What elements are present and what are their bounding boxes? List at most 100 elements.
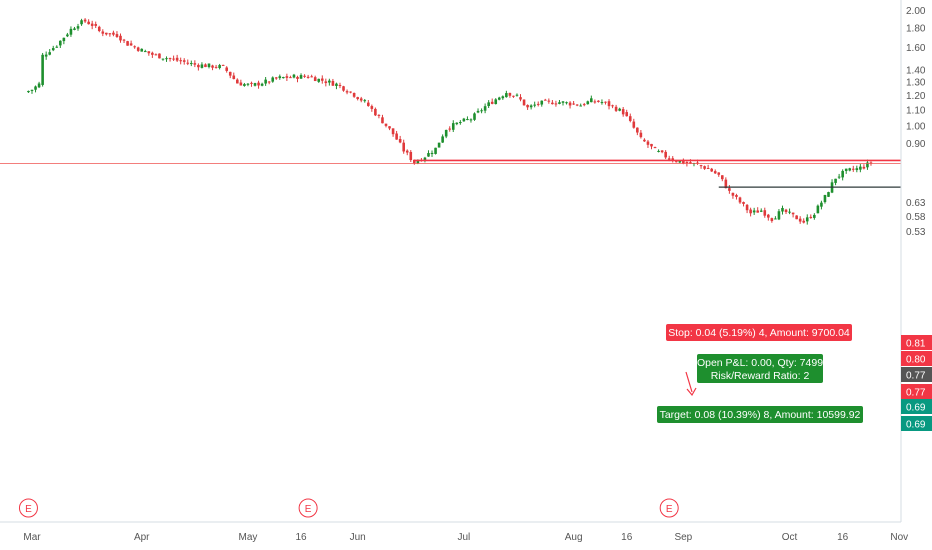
candle-body [618,108,621,111]
candle-body [228,71,232,76]
candle-body [490,101,494,104]
candle-body [597,100,600,102]
candle-body [674,161,678,163]
time-axis[interactable]: Mar Apr May 16 Jun Jul Aug 16 Sep Oct 16 Nov [23,532,908,543]
candle-body [211,65,214,68]
candle-body [600,102,604,104]
candle-body [749,209,752,214]
candle-body [682,159,685,164]
candle-body [221,64,225,66]
candle-body [611,105,614,107]
candle-body [575,104,579,106]
candle-body [791,212,795,215]
candle-body [27,90,30,93]
candle-body [802,220,806,223]
candle-body [317,78,321,82]
candle-body [713,171,717,174]
earnings-marker[interactable]: E [298,498,318,518]
candle-body [338,84,342,86]
candle-body [745,204,749,211]
candle-body [721,175,724,180]
candle-body [703,166,706,169]
price-tag-text: 0.81 [906,339,926,350]
candle-body [643,139,646,142]
candle-body [413,159,416,164]
candle-body [568,102,572,106]
candle-body [388,126,391,129]
candle-body [483,106,487,111]
candle-body [427,153,430,157]
candle-body [834,178,837,183]
candle-body [551,102,554,105]
candle-body [282,77,285,79]
candle-body [444,129,448,137]
rr-text: Risk/Reward Ratio: 2 [711,370,810,382]
candle-body [540,100,544,105]
candle-body [848,168,852,171]
candle-body [51,48,55,51]
candle-body [398,138,402,143]
candle-body [299,75,303,79]
stop-label[interactable]: Stop: 0.04 (5.19%) 4, Amount: 9700.04 [666,324,852,341]
candle-body [331,80,335,86]
earnings-marker[interactable]: E [18,498,38,518]
candle-body [384,123,388,126]
candle-body [405,150,409,153]
candle-body [667,158,671,160]
candle-body [614,106,618,111]
candle-body [742,202,745,204]
candle-body [112,32,115,35]
candle-body [409,151,413,161]
candle-body [827,192,830,197]
candle-body [278,76,282,79]
price-tag-bg [901,367,932,382]
candle-body [689,162,692,164]
candle-body [430,152,434,155]
candle-body [370,106,374,109]
x-tick-label: 16 [621,532,633,543]
candle-body [158,53,161,59]
candle-body [214,66,218,68]
candle-body [844,168,848,172]
candle-body [497,97,501,100]
stop-label-bg [666,324,852,341]
candle-body [55,46,59,48]
candle-body [823,195,827,203]
candle-body [352,92,356,97]
candle-body [508,92,512,96]
price-axis[interactable]: 2.00 1.80 1.60 1.40 1.30 1.20 1.10 1.00 0.90 0.63… [906,6,926,238]
candle-body [529,105,533,108]
candle-body [44,54,48,57]
candle-body [798,218,802,222]
candle-body [101,31,105,34]
candle-body [200,64,204,68]
candle-body [628,116,632,121]
x-tick-label: Jun [350,532,366,543]
candle-body [151,52,154,55]
candle-body [625,112,629,117]
candle-body [685,162,689,164]
candle-body [115,34,119,37]
candle-body [487,102,490,107]
earnings-marker-circle [298,498,318,518]
candle-body [257,82,260,86]
arrow-down-icon [685,371,697,397]
price-tag-text: 0.69 [906,420,926,431]
candle-body [253,83,257,86]
position-levels[interactable] [0,159,901,188]
candle-body [678,160,682,163]
candle-body [391,128,395,135]
target-label[interactable]: Target: 0.08 (10.39%) 8, Amount: 10599.9… [657,406,863,423]
earnings-marker[interactable]: E [659,498,679,518]
pnl-label-bg [697,354,823,383]
candle-body [841,170,844,178]
y-tick-label: 1.00 [906,121,926,132]
y-tick-label: 1.80 [906,24,926,35]
candle-body [774,218,777,220]
candle-body [572,103,575,105]
candle-body [544,99,547,101]
